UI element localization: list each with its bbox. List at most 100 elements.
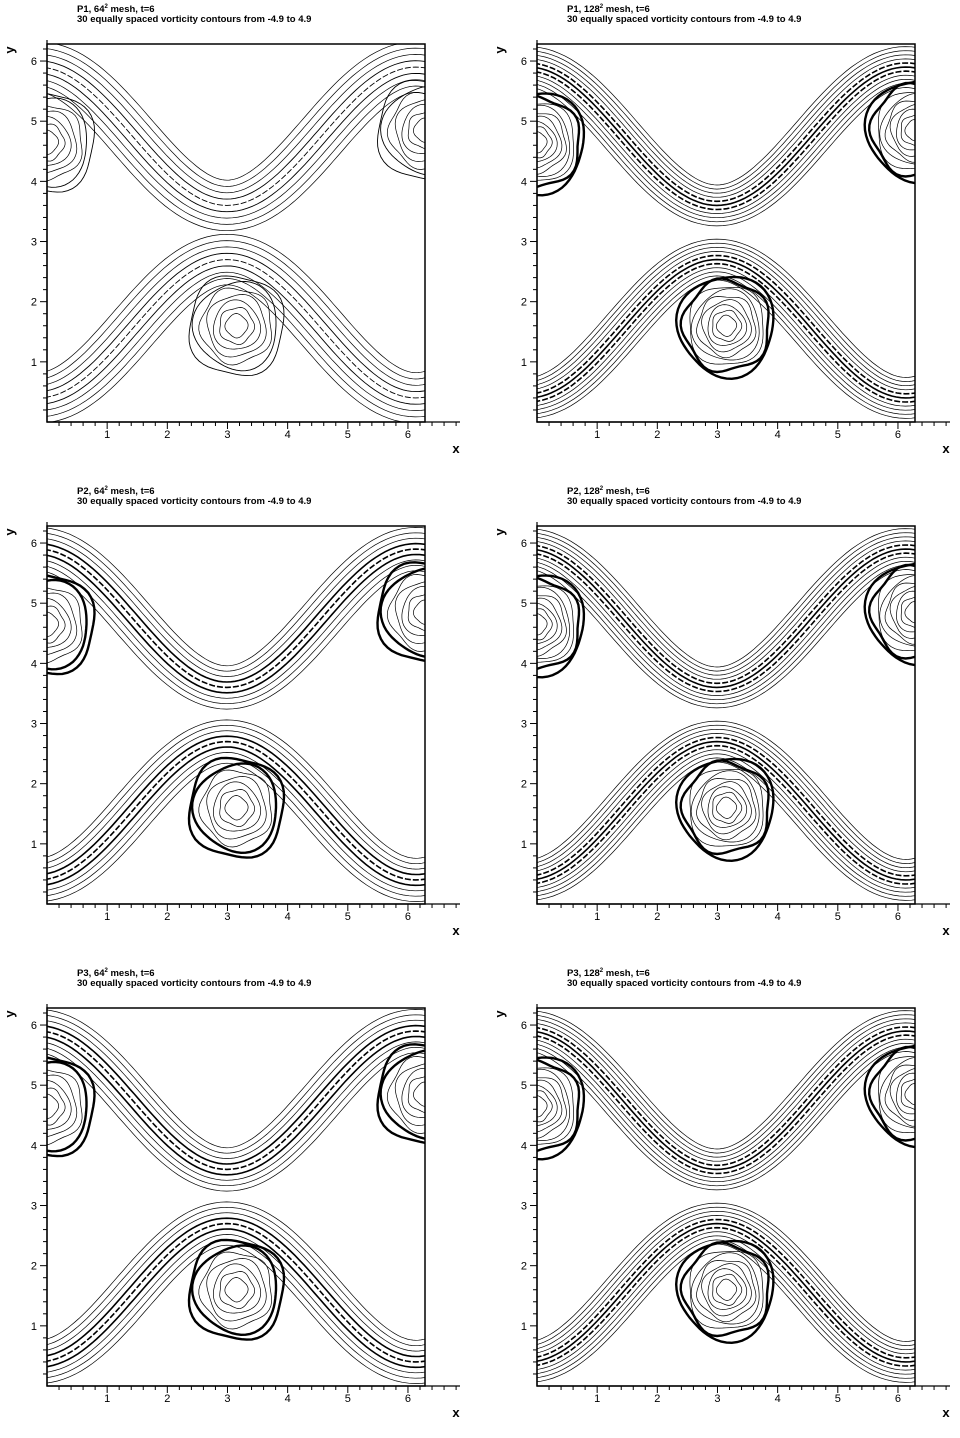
mesh-suffix: mesh, t=6: [107, 486, 155, 498]
vortex-contour: [47, 110, 78, 174]
x-tick-label: 2: [654, 1393, 660, 1405]
vortex-contour: [707, 1268, 748, 1310]
vorticity-contour: [47, 570, 425, 710]
vorticity-contour: [537, 552, 915, 693]
vorticity-contour: [537, 528, 915, 668]
vortex-contour: [47, 1060, 88, 1153]
vorticity-contour: [537, 74, 915, 214]
vortex-contour: [884, 582, 915, 645]
vortex-contour: [407, 1076, 425, 1114]
vorticity-contour: [537, 1222, 915, 1363]
y-tick-label: 5: [521, 116, 527, 128]
vortex-contour: [224, 313, 249, 339]
vortex-contour: [701, 1263, 752, 1317]
x-tick-label: 4: [285, 1393, 291, 1405]
vorticity-contour: [47, 740, 425, 881]
vortex-contour: [47, 1056, 96, 1158]
vorticity-contour: [537, 58, 915, 198]
vortex-contour: [537, 126, 553, 159]
vortex-contour: [690, 288, 760, 361]
vorticity-contour: [47, 757, 425, 897]
vorticity-contour: [47, 1244, 425, 1384]
x-tick-label: 6: [405, 429, 411, 441]
mesh-exponent: 2: [104, 968, 108, 974]
y-axis-label: y: [2, 1010, 17, 1018]
plot-frame: [536, 1007, 916, 1387]
y-axis-label: y: [2, 528, 17, 536]
vorticity-contour: [537, 1210, 915, 1351]
vortex-contour: [537, 1058, 581, 1153]
vorticity-contour: [47, 1212, 425, 1352]
vorticity-contour: [537, 46, 915, 186]
vortex-contour: [689, 286, 764, 365]
vortex-contour: [867, 563, 915, 660]
vortex-contour: [674, 275, 775, 381]
vortex-contour: [47, 116, 72, 166]
vortex-contour: [47, 97, 87, 188]
vortex-contour: [47, 123, 66, 162]
vortex-contour: [878, 91, 915, 169]
vortex-contour: [889, 104, 915, 157]
contour-plot: 1 2 3 4 5 6 1 2 3 4 5 6 x y: [492, 522, 950, 938]
vortex-contour: [386, 92, 425, 170]
vorticity-contour: [537, 279, 915, 419]
x-axis-label: x: [452, 923, 460, 938]
vortex-contour: [537, 1084, 558, 1127]
vortex-contour: [696, 296, 757, 359]
y-axis-label: y: [492, 46, 507, 54]
vortex-contour: [380, 86, 425, 176]
vorticity-contour: [537, 262, 915, 403]
vortex-contour: [219, 789, 255, 827]
vortex-contour: [707, 786, 748, 828]
mesh-suffix: mesh, t=6: [603, 486, 650, 498]
y-tick-label: 1: [31, 839, 37, 851]
vortex-contour: [716, 314, 738, 337]
y-tick-label: 2: [31, 1261, 37, 1273]
vorticity-contour: [537, 753, 915, 893]
y-tick-label: 4: [31, 658, 37, 670]
vortex-contour: [47, 1093, 59, 1119]
vortex-contour: [889, 1068, 915, 1121]
vortex-contour: [537, 586, 571, 659]
vorticity-contour: [537, 1226, 915, 1367]
x-tick-label: 6: [895, 911, 901, 923]
y-tick-label: 3: [31, 237, 37, 249]
y-tick-label: 5: [31, 598, 37, 610]
vorticity-contour: [47, 542, 425, 683]
vorticity-contour: [47, 730, 425, 870]
vorticity-contour: [537, 70, 915, 211]
vorticity-contour: [47, 72, 425, 213]
vorticity-contour: [47, 746, 425, 887]
vorticity-contour: [47, 259, 425, 399]
plot-frame: [46, 1007, 426, 1387]
x-tick-label: 3: [224, 1393, 230, 1405]
vortex-contour: [47, 592, 78, 656]
vortex-contour: [213, 1263, 262, 1314]
vorticity-contour: [47, 1024, 425, 1165]
vortex-contour: [190, 1244, 278, 1337]
y-tick-label: 5: [31, 1080, 37, 1092]
vortex-contour: [696, 778, 757, 841]
y-tick-label: 6: [31, 1020, 37, 1032]
vortex-contour: [716, 1278, 738, 1301]
y-tick-label: 2: [31, 297, 37, 309]
vorticity-contour: [537, 548, 915, 689]
y-tick-label: 3: [521, 1201, 527, 1213]
y-tick-label: 2: [31, 779, 37, 791]
vortex-contour: [701, 781, 752, 835]
vortex-contour: [889, 586, 915, 639]
vortex-contour: [689, 768, 764, 847]
plot-frame: [46, 43, 426, 423]
panel-title: P3, 642 mesh, t=6 30 equally spaced vorti…: [77, 966, 311, 989]
x-tick-label: 3: [714, 429, 720, 441]
vorticity-contour: [47, 537, 425, 677]
y-tick-label: 2: [521, 297, 527, 309]
vorticity-contour: [537, 1018, 915, 1158]
vortex-contour: [690, 770, 760, 843]
vorticity-contour: [47, 1228, 425, 1369]
vorticity-contour: [47, 1030, 425, 1171]
vorticity-contour: [537, 1243, 915, 1383]
panel-title-line: P1, 1282 mesh, t=6: [567, 4, 650, 16]
vortex-contour: [537, 103, 574, 181]
